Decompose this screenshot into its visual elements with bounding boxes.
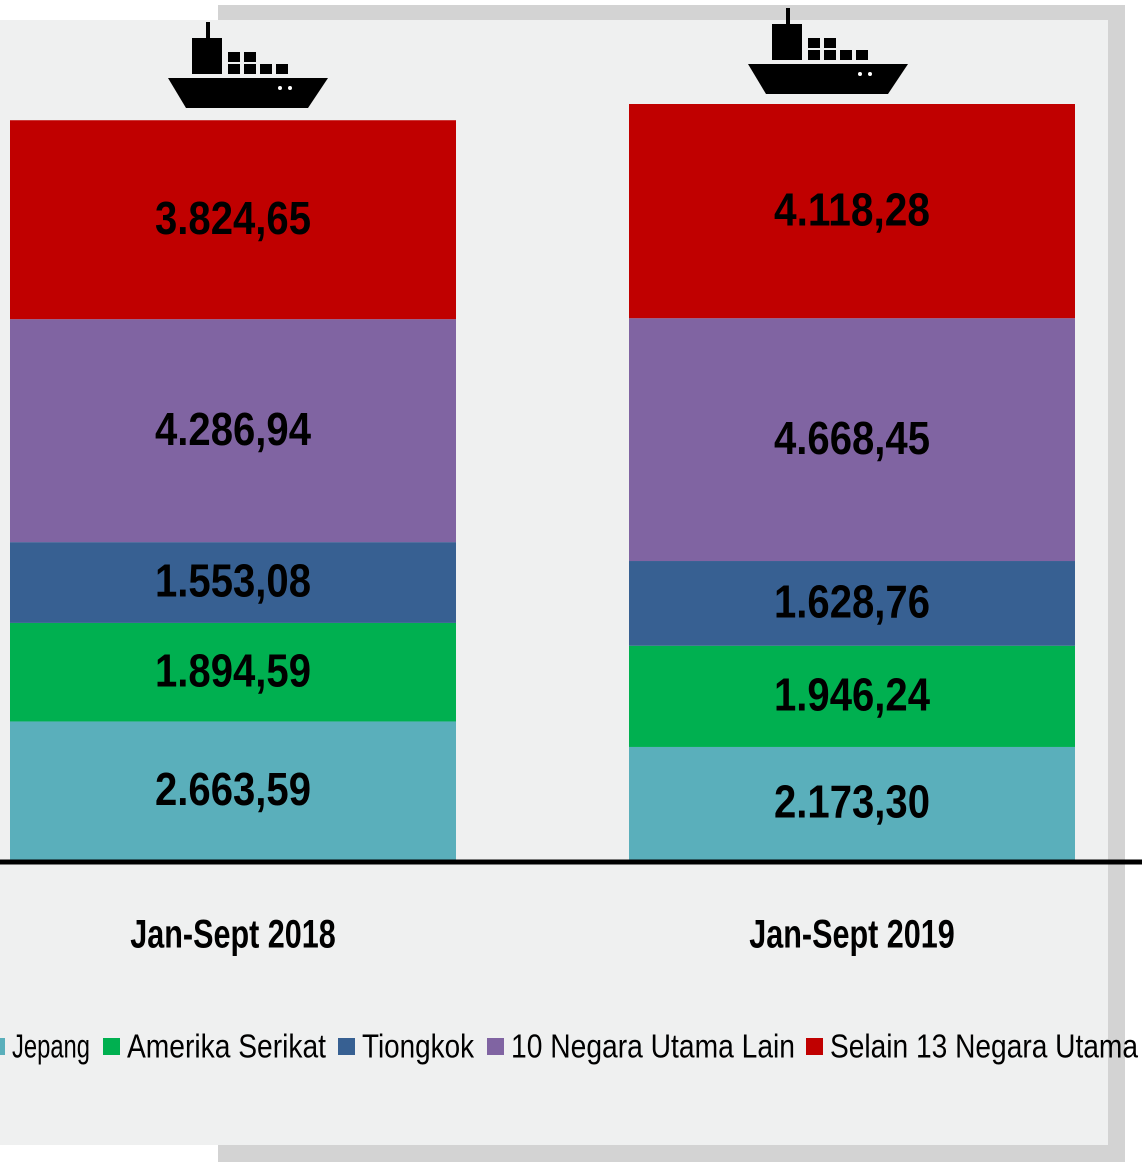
data-label: 3.824,65 [155, 192, 311, 244]
data-label: 2.663,59 [155, 763, 311, 815]
legend-label: 10 Negara Utama Lain [511, 1028, 795, 1065]
bar-segment [10, 622, 456, 722]
legend-marker [338, 1038, 355, 1055]
data-label: 1.553,08 [155, 555, 311, 607]
bar-segment [629, 645, 1075, 747]
ship-icon [748, 8, 908, 94]
legend-label: Amerika Serikat [127, 1028, 326, 1065]
x-tick-label: Jan-Sept 2019 [749, 913, 954, 957]
legend-label: Jepang [12, 1028, 90, 1065]
data-label: 1.946,24 [774, 669, 930, 721]
bar-segment [10, 542, 456, 623]
ship-icon [168, 22, 328, 108]
legend-marker [103, 1038, 120, 1055]
bar-segment [10, 120, 456, 320]
legend-label: Selain 13 Negara Utama [830, 1028, 1139, 1065]
data-label: 4.118,28 [774, 183, 930, 235]
data-label: 1.628,76 [774, 576, 930, 628]
x-tick-label: Jan-Sept 2018 [130, 913, 335, 957]
bar-segment [629, 104, 1075, 319]
legend-marker [0, 1038, 5, 1055]
data-label: 4.668,45 [774, 412, 930, 464]
legend-marker [487, 1038, 504, 1055]
data-label: 4.286,94 [155, 403, 311, 455]
data-label: 1.894,59 [155, 644, 311, 696]
legend-label: Tiongkok [362, 1028, 474, 1065]
bar-segment [10, 721, 456, 860]
bar-segment [629, 561, 1075, 646]
bar-segment [10, 319, 456, 543]
bar-segment [629, 746, 1075, 860]
bar-segment [629, 318, 1075, 562]
data-label: 2.173,30 [774, 776, 930, 828]
legend-marker [806, 1038, 823, 1055]
